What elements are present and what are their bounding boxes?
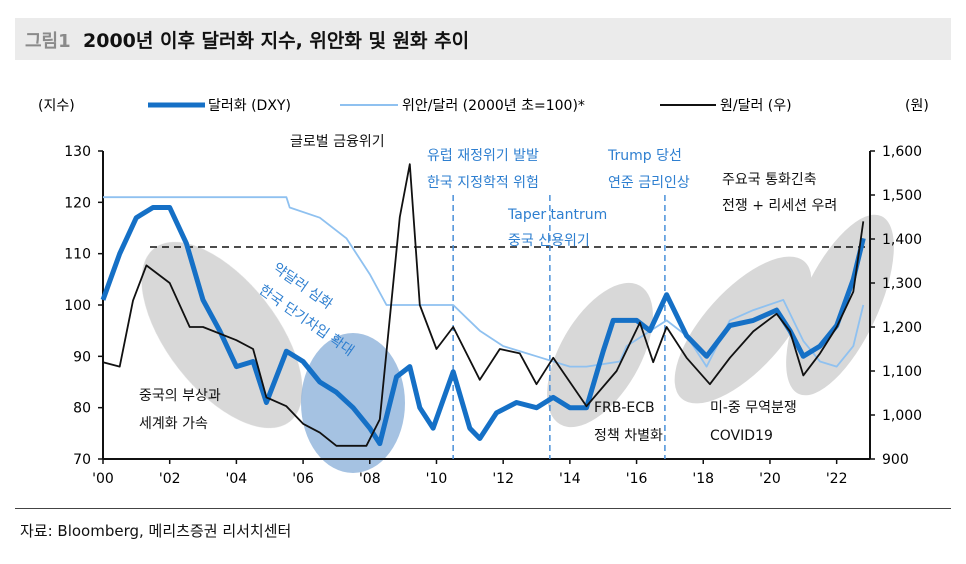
y-tick-label-right: 900 (882, 452, 909, 468)
annotation: 주요국 통화긴축 (722, 172, 817, 188)
y-tick-label-right: 1,300 (882, 276, 922, 292)
y-tick-label-left: 110 (64, 247, 91, 263)
y-tick-label-left: 130 (64, 144, 91, 160)
annotation: 세계화 가속 (139, 416, 208, 432)
legend-label-cny: 위안/달러 (2000년 초=100)* (402, 98, 585, 114)
x-tick-label: '04 (226, 471, 248, 487)
x-tick-label: '22 (826, 471, 848, 487)
x-tick-label: '00 (92, 471, 114, 487)
annotation: 정책 차별화 (594, 428, 663, 444)
x-tick-label: '06 (292, 471, 314, 487)
x-tick-label: '12 (492, 471, 514, 487)
x-tick-label: '14 (559, 471, 581, 487)
annotation: COVID19 (710, 428, 773, 444)
annotation: FRB-ECB (594, 400, 655, 416)
source-note: 자료: Bloomberg, 메리츠증권 리서치센터 (20, 522, 292, 540)
x-tick-label: '02 (159, 471, 181, 487)
annotation: 글로벌 금융위기 (290, 134, 385, 150)
legend: 달러화 (DXY) 위안/달러 (2000년 초=100)* 원/달러 (우) (148, 98, 792, 114)
legend-label-krw: 원/달러 (우) (720, 98, 792, 114)
y-tick-label-left: 70 (73, 452, 91, 468)
legend-label-dxy: 달러화 (DXY) (208, 98, 291, 114)
title-bar: 그림1 2000년 이후 달러화 지수, 위안화 및 원화 추이 (15, 18, 951, 60)
y-tick-label-left: 90 (73, 349, 91, 365)
annotation: 유럽 재정위기 발발 (427, 148, 539, 164)
annotation: 중국의 부상과 (139, 388, 221, 404)
annotation: 미-중 무역분쟁 (710, 400, 797, 416)
series-line-1 (103, 196, 865, 368)
right-axis-label: (원) (905, 98, 929, 114)
left-axis-label: (지수) (38, 98, 75, 114)
figure-label: 그림1 (25, 31, 71, 52)
y-tick-label-right: 1,600 (882, 144, 922, 160)
series-line-2 (102, 163, 865, 447)
y-tick-label-right: 1,000 (882, 408, 922, 424)
y-tick-label-left: 80 (73, 401, 91, 417)
annotation: 연준 금리인상 (608, 175, 690, 191)
y-tick-label-right: 1,100 (882, 364, 922, 380)
y-tick-label-right: 1,200 (882, 320, 922, 336)
highlight-ellipse (674, 256, 812, 404)
page-title: 2000년 이후 달러화 지수, 위안화 및 원화 추이 (83, 30, 470, 52)
divider (15, 508, 951, 509)
x-tick-label: '08 (359, 471, 381, 487)
x-tick-label: '18 (692, 471, 714, 487)
y-tick-label-left: 120 (64, 195, 91, 211)
y-tick-label-right: 1,400 (882, 232, 922, 248)
x-tick-label: '10 (426, 471, 448, 487)
x-tick-label: '16 (626, 471, 648, 487)
y-tick-label-right: 1,500 (882, 188, 922, 204)
annotation: 전쟁 + 리세션 우려 (722, 198, 837, 214)
y-tick-label-left: 100 (64, 298, 91, 314)
annotation: 중국 신용위기 (508, 233, 590, 249)
x-tick-label: '20 (759, 471, 781, 487)
annotation: Taper tantrum (507, 207, 607, 223)
annotation: 한국 지정학적 위험 (427, 175, 539, 191)
annotation: Trump 당선 (607, 148, 682, 164)
